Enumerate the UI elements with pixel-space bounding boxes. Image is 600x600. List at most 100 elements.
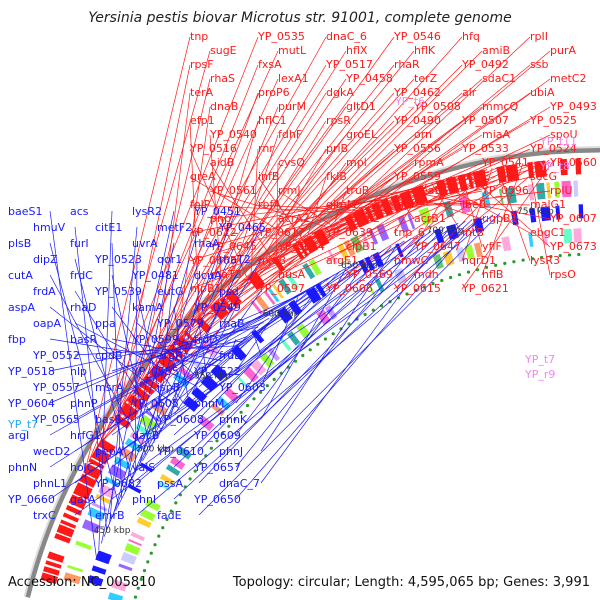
reverse-gene-label: rhaD: [70, 301, 97, 314]
reverse-gene: [127, 483, 142, 494]
forward-gene-label: YP_0535: [257, 30, 305, 43]
forward-gene: [272, 256, 286, 273]
forward-gene-leader: [189, 188, 412, 234]
feature-block: [140, 508, 156, 522]
reverse-gene-label: ispB: [157, 381, 180, 394]
forward-gene-label: tnp: [190, 30, 208, 43]
marker-dot: [146, 560, 150, 564]
feature-block: [128, 539, 142, 547]
forward-gene-label: purM: [278, 100, 306, 113]
cog-category-block: [201, 339, 220, 358]
forward-gene-leader: [461, 159, 555, 290]
kbp-tick-label: 450 kbp: [94, 526, 131, 536]
forward-gene-leader: [263, 148, 463, 266]
reverse-gene-leader: [109, 226, 138, 524]
gene-rings: [23, 146, 600, 600]
cog-category-block: [113, 456, 131, 470]
reverse-gene-leader: [235, 217, 480, 500]
forward-gene-leader: [307, 176, 327, 238]
reverse-gene-label: argI: [8, 429, 29, 442]
reverse-gene: [139, 462, 154, 473]
reverse-gene-label: YP_0539: [94, 285, 142, 298]
reverse-gene-label: basS: [95, 413, 121, 426]
forward-gene-label: hxuB: [258, 254, 286, 267]
forward-gene-leader: [230, 134, 347, 291]
forward-gene-leader: [162, 92, 327, 356]
cog-category-block: [573, 180, 579, 197]
reverse-gene-label: rhaT2: [219, 253, 251, 266]
reverse-gene: [183, 396, 200, 412]
forward-gene-label: hflX: [346, 44, 368, 57]
marker-dot: [259, 390, 263, 394]
cog-category-block: [250, 300, 263, 315]
reverse-gene-label: dnaC_7: [219, 477, 260, 490]
forward-gene-label: YP_0615: [393, 282, 441, 295]
forward-gene-label: YP_0462: [393, 86, 441, 99]
reverse-gene-leader: [136, 322, 203, 382]
reverse-gene-leader: [260, 267, 347, 420]
forward-gene-label: gltD1: [346, 100, 376, 113]
reverse-gene-leader: [112, 226, 200, 518]
forward-gene-leader: [413, 175, 457, 248]
reverse-gene-leader: [211, 322, 262, 371]
reverse-gene: [210, 364, 228, 382]
forward-gene-label: rpsR: [326, 114, 351, 127]
forward-gene-label: YP_0516: [189, 142, 237, 155]
feature-block: [455, 246, 467, 263]
reverse-gene-leader: [49, 292, 304, 404]
forward-gene-label: malF2: [346, 212, 380, 225]
forward-gene: [157, 354, 177, 372]
forward-gene-label: pnp: [210, 212, 231, 225]
forward-gene-label: hipB1: [190, 282, 222, 295]
reverse-gene-leader: [127, 242, 237, 486]
forward-gene: [56, 524, 75, 538]
reverse-gene-leader: [235, 281, 323, 404]
rna-reverse-label: YP_t7: [7, 418, 38, 431]
forward-gene-label: orn: [414, 128, 432, 141]
reverse-gene: [364, 256, 375, 271]
forward-gene-label: truB: [346, 184, 369, 197]
reverse-gene-label: citE1: [95, 221, 122, 234]
cog-category-block: [272, 284, 284, 299]
marker-dot: [449, 275, 453, 280]
cog-category-block: [67, 564, 84, 573]
marker-dot: [323, 337, 327, 341]
feature-block: [176, 446, 193, 460]
reverse-gene-label: YP_0518: [7, 365, 55, 378]
forward-gene-label: YP_0569: [345, 268, 393, 281]
marker-dot: [193, 469, 197, 473]
reverse-gene: [95, 550, 112, 565]
reverse-gene-label: YP_0650: [193, 493, 241, 506]
forward-gene-leader: [189, 204, 354, 214]
forward-gene-label: YP_0607: [549, 212, 597, 225]
reverse-gene-label: YP_0451: [193, 205, 241, 218]
forward-gene-label: deaD: [414, 184, 443, 197]
reverse-gene-label: YP_0608: [156, 413, 204, 426]
forward-gene-label: miaA: [482, 128, 511, 141]
reverse-gene: [200, 374, 218, 392]
forward-gene-label: purA: [550, 44, 576, 57]
reverse-gene-label: valS: [132, 461, 155, 474]
reverse-gene-leader: [136, 248, 386, 452]
reverse-gene-label: fbp: [8, 333, 26, 346]
cog-category-block: [397, 215, 410, 233]
forward-gene-label: YP_0673: [549, 240, 597, 253]
forward-gene-label: YP_0639: [325, 226, 373, 239]
cog-category-block: [75, 540, 92, 550]
forward-gene-leader: [277, 178, 447, 248]
forward-gene-label: fklB: [326, 170, 347, 183]
marker-dot: [209, 446, 213, 450]
forward-gene-leader: [209, 199, 383, 220]
reverse-gene-label: phnM: [194, 397, 224, 410]
reverse-gene-label: kamA: [132, 301, 164, 314]
marker-dot: [331, 332, 335, 336]
forward-gene-leader: [85, 36, 191, 467]
forward-gene: [68, 494, 87, 510]
reverse-gene-leader: [103, 210, 237, 537]
reverse-gene-leader: [136, 214, 494, 516]
forward-gene-label: YP_0517: [325, 58, 373, 71]
forward-gene: [435, 179, 448, 197]
reverse-gene-leader: [173, 338, 227, 356]
reverse-gene-label: acs: [70, 205, 89, 218]
